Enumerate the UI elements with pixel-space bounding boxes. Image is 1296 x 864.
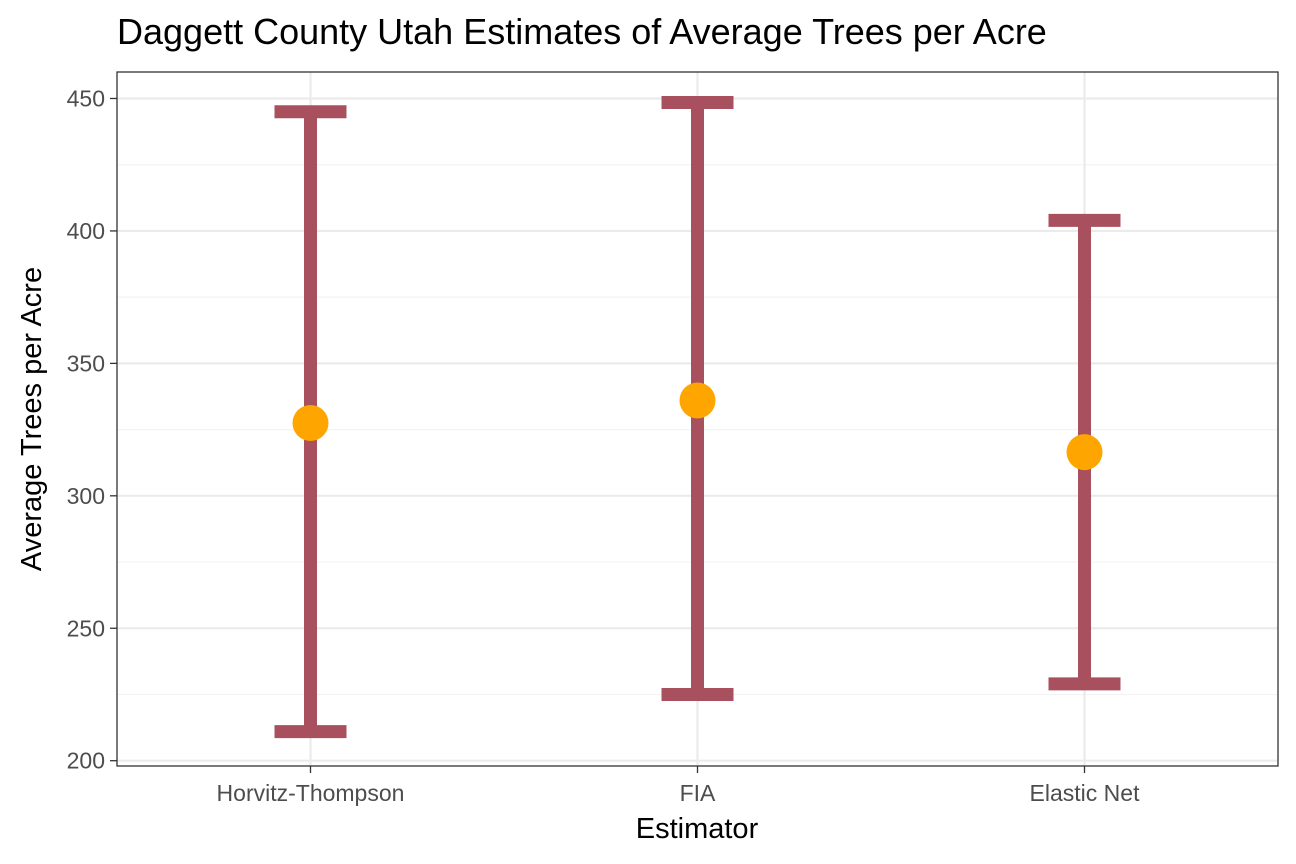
chart-title: Daggett County Utah Estimates of Average… [117, 11, 1047, 52]
y-tick-label: 300 [67, 483, 105, 509]
y-tick-label: 200 [67, 748, 105, 774]
x-axis-title: Estimator [636, 813, 759, 845]
y-tick-label: 400 [67, 218, 105, 244]
y-tick-label: 450 [67, 85, 105, 111]
y-tick-label: 250 [67, 615, 105, 641]
error-bar-series [274, 95, 1121, 739]
y-axis: 200 250 300 350 400 450 [67, 85, 117, 774]
error-bar-group [274, 105, 347, 739]
error-bar-group [661, 95, 734, 701]
point-estimate [292, 404, 329, 441]
x-tick-label: Horvitz-Thompson [217, 780, 405, 806]
point-estimate [679, 382, 716, 419]
y-axis-title: Average Trees per Acre [16, 267, 48, 571]
y-tick-label: 350 [67, 350, 105, 376]
error-bar-group [1048, 213, 1121, 691]
x-tick-label: FIA [680, 780, 716, 806]
x-tick-label: Elastic Net [1030, 780, 1141, 806]
point-estimate [1066, 434, 1103, 471]
x-axis: Horvitz-Thompson FIA Elastic Net [217, 766, 1141, 806]
